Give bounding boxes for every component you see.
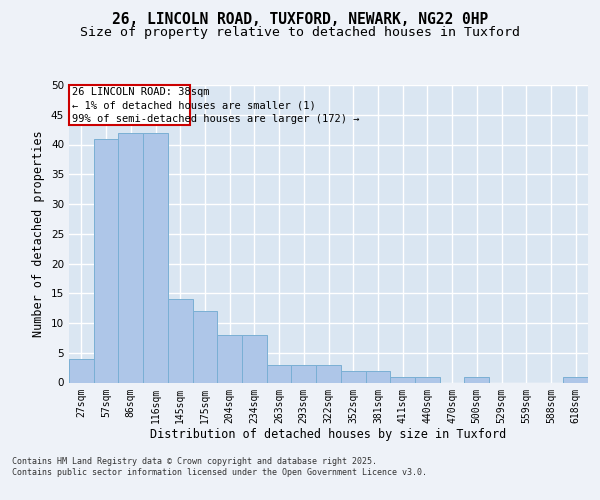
Bar <box>168 299 193 382</box>
Bar <box>267 364 292 382</box>
Bar <box>365 370 390 382</box>
Bar <box>292 364 316 382</box>
Bar <box>390 376 415 382</box>
Bar <box>143 132 168 382</box>
Bar <box>341 370 365 382</box>
FancyBboxPatch shape <box>69 85 190 126</box>
Bar <box>316 364 341 382</box>
Bar <box>118 132 143 382</box>
Bar <box>563 376 588 382</box>
Text: Size of property relative to detached houses in Tuxford: Size of property relative to detached ho… <box>80 26 520 39</box>
Text: 26 LINCOLN ROAD: 38sqm: 26 LINCOLN ROAD: 38sqm <box>72 88 209 98</box>
Text: Contains HM Land Registry data © Crown copyright and database right 2025.
Contai: Contains HM Land Registry data © Crown c… <box>12 458 427 477</box>
Text: 26, LINCOLN ROAD, TUXFORD, NEWARK, NG22 0HP: 26, LINCOLN ROAD, TUXFORD, NEWARK, NG22 … <box>112 12 488 28</box>
Bar <box>69 358 94 382</box>
Bar <box>193 311 217 382</box>
Bar <box>217 335 242 382</box>
Y-axis label: Number of detached properties: Number of detached properties <box>32 130 46 337</box>
Text: 99% of semi-detached houses are larger (172) →: 99% of semi-detached houses are larger (… <box>72 114 359 124</box>
Bar <box>415 376 440 382</box>
Bar <box>94 138 118 382</box>
X-axis label: Distribution of detached houses by size in Tuxford: Distribution of detached houses by size … <box>151 428 506 441</box>
Text: ← 1% of detached houses are smaller (1): ← 1% of detached houses are smaller (1) <box>72 100 316 110</box>
Bar <box>464 376 489 382</box>
Bar <box>242 335 267 382</box>
